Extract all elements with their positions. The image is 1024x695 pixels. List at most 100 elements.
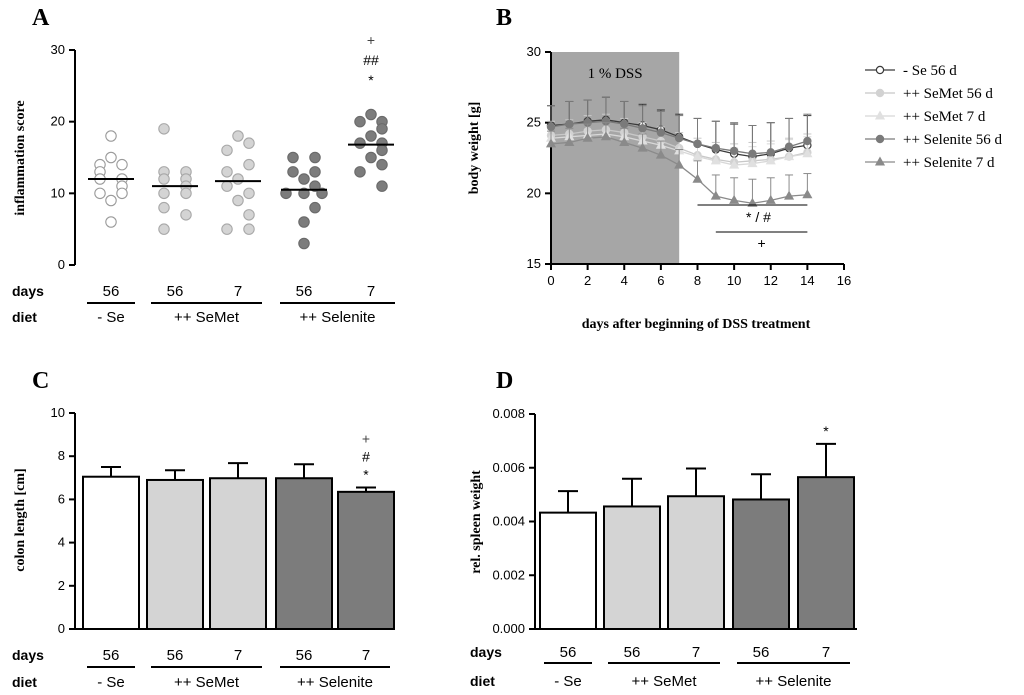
data-point	[232, 194, 244, 207]
data-point	[221, 223, 233, 235]
panel-d-yticks: 0.000 0.002 0.004 0.006 0.008	[492, 406, 535, 636]
y-tick-label: 0.006	[492, 460, 525, 475]
panel-c-annotations: + # *	[362, 431, 370, 483]
data-point	[243, 158, 255, 171]
y-tick-label: 0.000	[492, 621, 525, 636]
y-tick-label: 25	[527, 115, 541, 130]
bar	[667, 495, 725, 630]
x-tick-label: 6	[657, 273, 664, 288]
data-point	[564, 136, 575, 146]
data-point	[620, 119, 629, 129]
diet-label: ++ SeMet	[174, 674, 240, 691]
data-point	[765, 155, 776, 165]
significance-mark: #	[362, 449, 370, 465]
y-tick-label: 30	[51, 42, 65, 57]
data-point	[105, 216, 117, 228]
significance-label: * / #	[746, 209, 771, 225]
data-point	[158, 173, 170, 185]
days-value: 56	[103, 283, 120, 300]
bar	[539, 511, 597, 630]
y-tick-label: 4	[58, 535, 65, 550]
x-tick-label: 14	[800, 273, 814, 288]
significance-mark: *	[368, 72, 374, 88]
data-point	[802, 189, 813, 199]
y-tick-label: 10	[51, 185, 65, 200]
diet-label: - Se	[97, 674, 125, 691]
data-point	[638, 124, 647, 133]
panel-c-bars	[82, 462, 395, 630]
data-point	[365, 151, 377, 164]
data-point	[243, 223, 255, 235]
data-point	[232, 130, 244, 142]
x-tick-label: 8	[694, 273, 701, 288]
panel-b-letter: B	[496, 5, 512, 31]
bar	[209, 477, 267, 630]
data-point	[747, 158, 758, 168]
panel-b: B body weight [g] days after beginning o…	[467, 5, 1002, 332]
panel-c-ylabel: colon length [cm]	[13, 468, 28, 571]
data-point	[637, 142, 648, 152]
data-point	[365, 130, 377, 142]
data-point	[692, 151, 703, 161]
diet-label: - Se	[554, 673, 582, 690]
y-tick-label: 0	[58, 621, 65, 636]
panel-c-group-labels: days diet 56 56 7 56 7 - Se ++ SeMet ++ Selenite	[12, 647, 390, 691]
bar	[797, 476, 855, 630]
data-point	[158, 223, 170, 235]
panel-b-significance: * / # +	[697, 204, 808, 251]
panel-c: C colon length [cm] 0 2 4 6 8 10 + # * days diet…	[12, 368, 395, 691]
data-point	[655, 149, 666, 159]
data-point	[710, 190, 721, 200]
y-tick-label: 10	[51, 405, 65, 420]
data-point	[105, 130, 117, 142]
data-point	[693, 139, 702, 149]
data-point	[116, 187, 128, 200]
data-point	[221, 166, 233, 178]
data-point	[692, 173, 703, 183]
bar	[337, 490, 395, 630]
legend-label: ++ Selenite 7 d	[903, 155, 995, 171]
panel-d-annotations: *	[823, 423, 829, 439]
panel-d-bars	[539, 442, 855, 631]
data-point	[376, 180, 388, 192]
data-point	[765, 194, 776, 204]
diet-row-label: diet	[470, 673, 495, 689]
bar	[146, 478, 204, 630]
legend-label: ++ SeMet 7 d	[903, 109, 986, 125]
significance-mark: +	[367, 32, 375, 48]
data-point	[105, 194, 117, 207]
days-value: 56	[167, 283, 184, 300]
x-tick-label: 12	[764, 273, 778, 288]
data-point	[354, 137, 366, 149]
data-point	[600, 131, 611, 141]
panel-c-letter: C	[32, 368, 49, 394]
data-point	[766, 148, 775, 157]
data-point	[309, 201, 321, 214]
legend-label: ++ Selenite 56 d	[903, 132, 1002, 148]
days-value: 7	[234, 283, 242, 300]
series-5	[545, 122, 813, 207]
panel-b-yticks: 15 20 25 30	[527, 44, 551, 271]
days-value: 7	[822, 644, 830, 661]
data-point	[298, 216, 310, 228]
panel-b-legend: - Se 56 d ++ SeMet 56 d ++ SeMet 7 d ++ Sel…	[865, 63, 1002, 171]
diet-label: ++ Selenite	[756, 673, 832, 690]
days-value: 56	[624, 644, 641, 661]
data-point	[243, 137, 255, 149]
panel-b-ylabel: body weight [g]	[467, 102, 482, 195]
data-point	[376, 158, 388, 171]
data-point	[243, 209, 255, 221]
days-value: 7	[234, 647, 242, 664]
days-row-label: days	[12, 647, 44, 663]
data-point	[105, 151, 117, 164]
data-point	[784, 190, 795, 200]
panel-a-annotations: + ## *	[363, 32, 379, 88]
panel-a-mean-lines	[88, 143, 394, 191]
data-point	[729, 159, 740, 169]
significance-mark: *	[823, 423, 829, 439]
significance-label: +	[758, 235, 766, 251]
data-point	[287, 166, 299, 178]
x-tick-label: 2	[584, 273, 591, 288]
diet-label: ++ SeMet	[174, 309, 240, 326]
y-tick-label: 20	[527, 185, 541, 200]
